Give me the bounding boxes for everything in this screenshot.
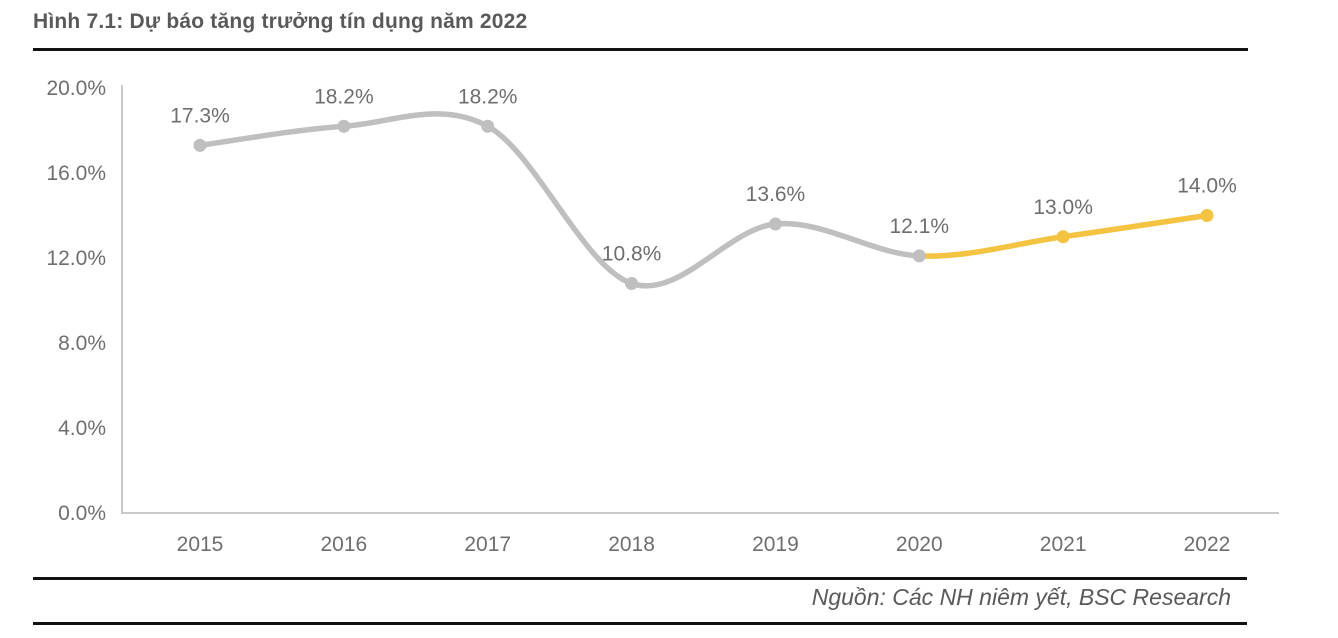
data-label-2017: 18.2% — [458, 85, 518, 108]
forecast-line-series — [919, 212, 1210, 259]
data-point-2019 — [768, 217, 782, 231]
x-axis-tick-label-2022: 2022 — [1184, 533, 1231, 556]
y-axis-tick-label: 20.0% — [46, 77, 106, 100]
data-label-2021: 13.0% — [1033, 196, 1093, 219]
y-axis-tick-label: 16.0% — [46, 162, 106, 185]
data-label-2016: 18.2% — [314, 85, 374, 108]
footer-top-divider — [33, 577, 1247, 580]
data-label-2015: 17.3% — [170, 104, 230, 127]
x-axis-tick-label-2017: 2017 — [464, 533, 511, 556]
y-axis-tick-label: 8.0% — [58, 332, 106, 355]
x-axis-tick-label-2018: 2018 — [608, 533, 655, 556]
x-axis-tick-label-2015: 2015 — [177, 533, 224, 556]
data-point-2022 — [1200, 209, 1214, 222]
actual-line-series — [197, 111, 920, 289]
data-label-2022: 14.0% — [1177, 175, 1237, 198]
y-axis-tick-label: 0.0% — [58, 502, 106, 525]
data-label-2019: 13.6% — [746, 183, 806, 206]
y-axis-tick-label: 12.0% — [46, 247, 106, 270]
data-label-2018: 10.8% — [602, 243, 662, 266]
data-point-2017 — [481, 119, 495, 133]
chart-title: Hình 7.1: Dự báo tăng trưởng tín dụng nă… — [33, 10, 528, 33]
x-axis-tick-label-2016: 2016 — [320, 533, 367, 556]
chart-axes — [121, 85, 1279, 514]
x-axis-tick-label-2021: 2021 — [1040, 533, 1087, 556]
x-axis-tick-label-2020: 2020 — [896, 533, 943, 556]
x-axis-tick-label-2019: 2019 — [752, 533, 799, 556]
data-point-2018 — [625, 277, 639, 290]
data-label-2020: 12.1% — [890, 215, 950, 238]
data-point-2021 — [1056, 230, 1070, 244]
data-point-2016 — [337, 119, 351, 133]
title-divider — [33, 48, 1248, 51]
y-axis-tick-label: 4.0% — [58, 417, 106, 440]
data-point-2015 — [193, 138, 207, 152]
data-point-2020 — [912, 249, 926, 263]
source-caption: Nguồn: Các NH niêm yết, BSC Research — [811, 584, 1231, 610]
footer-bottom-divider — [33, 622, 1247, 625]
